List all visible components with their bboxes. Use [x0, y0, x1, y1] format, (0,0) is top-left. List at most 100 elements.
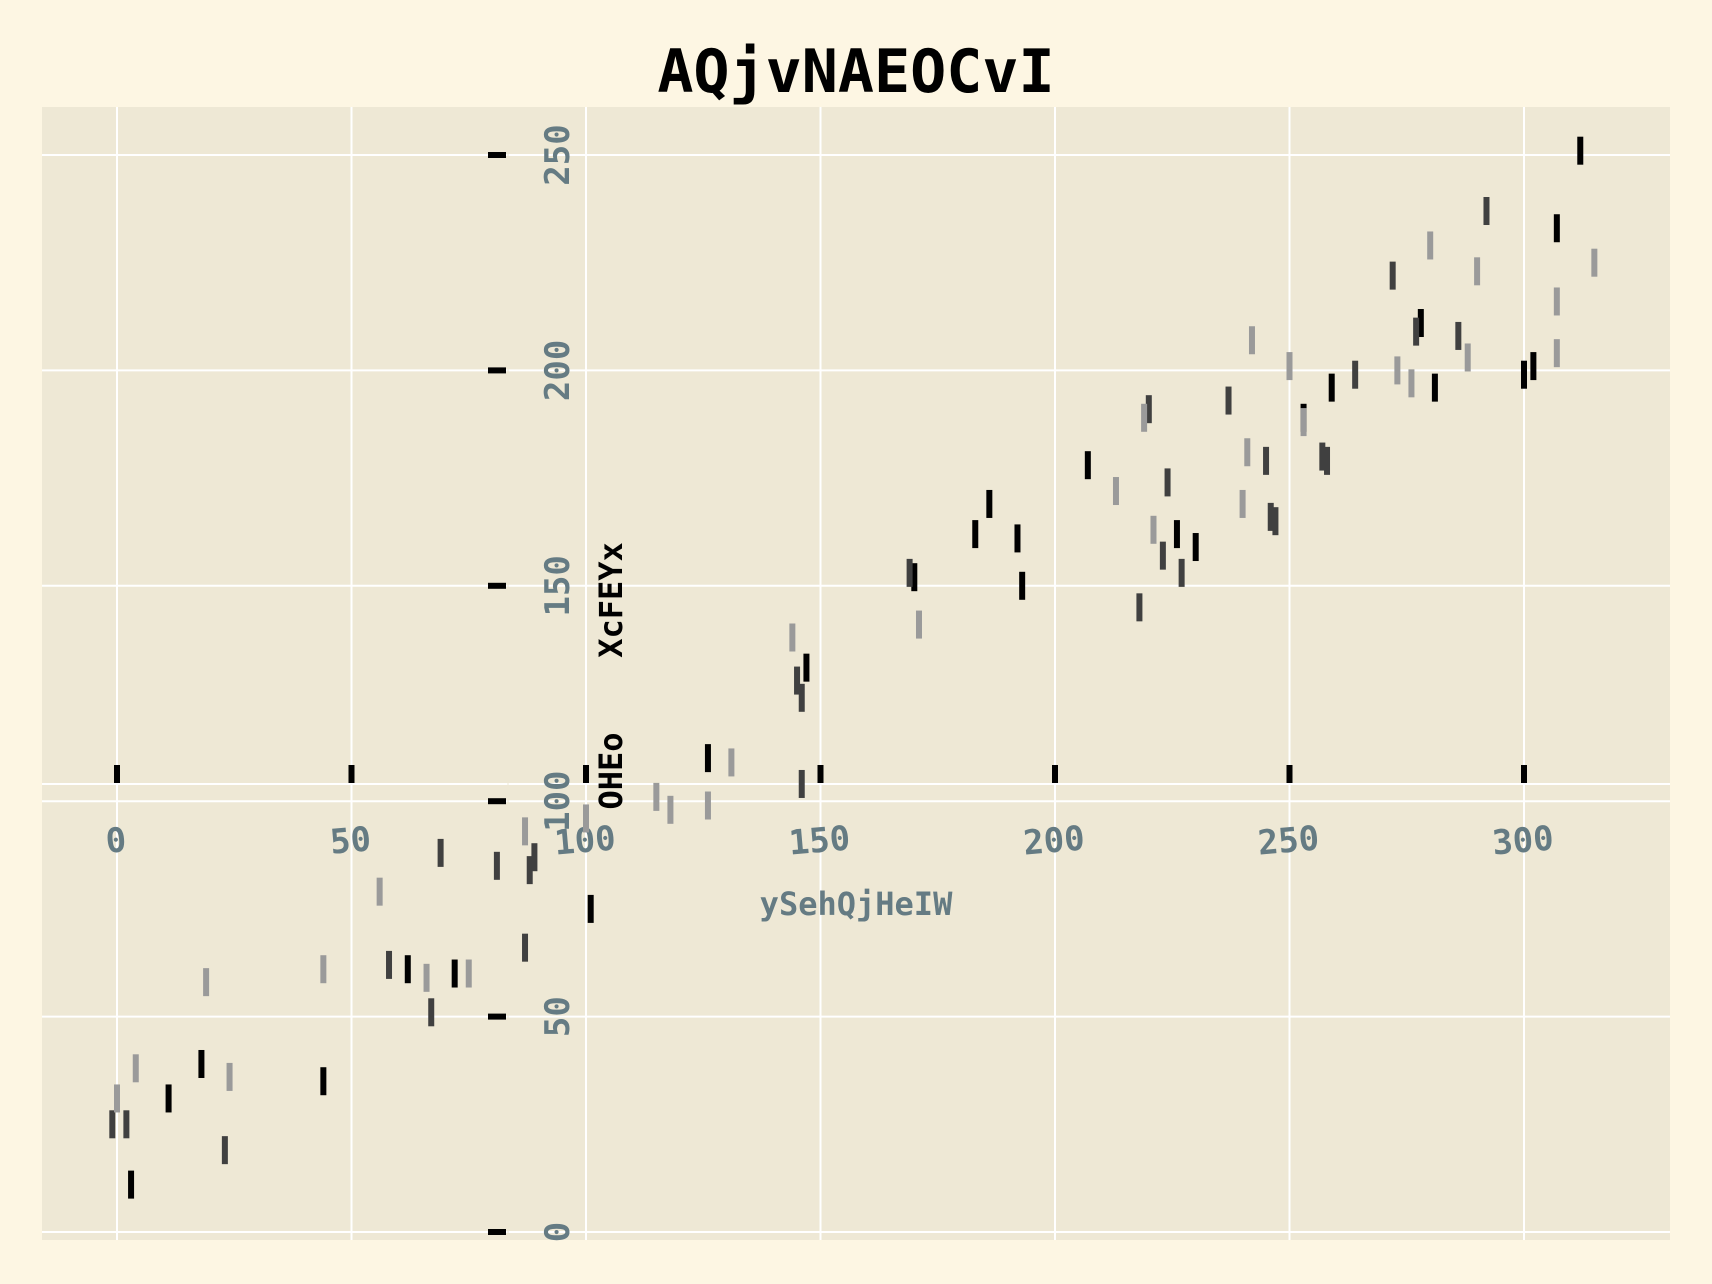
y-tick-mark: [488, 798, 506, 805]
data-point: [531, 843, 538, 872]
data-point: [1150, 515, 1157, 544]
data-point: [1014, 524, 1021, 553]
x-axis: 0 50 100 150 200 250 300: [104, 765, 1555, 864]
x-tick-mark: [1052, 765, 1058, 783]
data-point: [132, 1054, 139, 1083]
y-tick-label: 50: [538, 996, 578, 1037]
data-point: [1145, 395, 1152, 424]
data-point: [1248, 326, 1255, 355]
data-point: [1159, 541, 1166, 570]
data-point: [526, 856, 533, 885]
data-point: [1136, 593, 1143, 622]
data-point: [1431, 373, 1438, 402]
data-point: [1300, 408, 1307, 437]
y-tick-mark: [488, 582, 506, 589]
x-tick-label: 300: [1491, 818, 1556, 863]
data-point: [1474, 257, 1481, 286]
data-point: [451, 959, 458, 988]
data-point: [1084, 451, 1091, 480]
data-point: [1192, 533, 1199, 562]
data-point: [465, 959, 472, 988]
y-tick-mark: [488, 1229, 506, 1235]
data-point: [1417, 309, 1424, 338]
data-point: [1319, 442, 1326, 471]
x-tick-label: 150: [787, 818, 852, 863]
y-tick-label: 100: [538, 770, 578, 831]
data-point: [704, 744, 711, 773]
data-point: [1244, 438, 1251, 467]
data-point: [1272, 507, 1279, 536]
data-point: [1164, 468, 1171, 497]
data-point: [583, 804, 589, 833]
data-point: [221, 1136, 228, 1165]
data-point: [1328, 373, 1335, 402]
data-point: [1324, 446, 1331, 475]
x-tick-mark: [114, 765, 120, 783]
y-tick-label: 250: [538, 124, 578, 185]
x-tick-mark: [583, 765, 589, 783]
data-point: [1427, 231, 1434, 260]
y-tick-label: 0: [538, 1222, 578, 1242]
data-point: [986, 489, 993, 518]
x-axis-label: ySehQjHeIW: [760, 885, 953, 923]
data-point: [109, 1110, 116, 1139]
data-point: [911, 563, 918, 592]
y-tick-label: 200: [538, 340, 578, 401]
data-point: [404, 955, 411, 984]
data-point: [165, 1084, 172, 1113]
data-point: [1464, 343, 1471, 372]
data-point: [1239, 489, 1246, 518]
data-point: [1413, 317, 1420, 346]
data-point: [1591, 248, 1598, 277]
y-tick-mark: [488, 367, 506, 374]
data-point: [320, 955, 327, 984]
x-tick-mark: [348, 765, 355, 783]
data-point: [128, 1170, 135, 1199]
data-point: [1394, 356, 1401, 385]
data-point: [1530, 352, 1537, 381]
x-tick-label: 200: [1022, 818, 1087, 863]
y-tick-label: 150: [538, 555, 578, 616]
data-point: [198, 1049, 205, 1078]
y-axis-label: XcFEYx: [592, 542, 630, 658]
data-point: [123, 1110, 130, 1139]
data-point: [789, 623, 796, 652]
data-point: [386, 950, 393, 979]
x-tick-label: 0: [104, 820, 128, 862]
data-point: [522, 817, 529, 846]
data-point: [587, 894, 594, 923]
data-point: [376, 877, 383, 906]
data-point: [1263, 446, 1270, 475]
data-point: [972, 520, 979, 549]
data-point: [803, 653, 810, 682]
data-point: [437, 838, 444, 867]
data-point: [704, 791, 711, 820]
data-point: [1225, 386, 1232, 415]
data-point: [226, 1062, 233, 1091]
data-point: [1408, 369, 1415, 398]
data-point: [915, 610, 922, 639]
data-point: [320, 1067, 327, 1096]
y-tick-mark: [488, 1013, 506, 1020]
y-axis: 0 50 100 150 200 250: [488, 124, 578, 1242]
data-point: [1286, 352, 1293, 381]
data-point: [1553, 287, 1560, 316]
data-point: [1483, 197, 1490, 226]
data-point: [906, 558, 913, 587]
chart-title: AQjvNAEOCvI: [657, 37, 1054, 107]
data-point: [1553, 214, 1560, 243]
x-tick-label: 250: [1256, 818, 1321, 863]
data-point: [1389, 261, 1396, 290]
data-point: [1141, 403, 1148, 432]
data-point: [423, 963, 430, 992]
x-tick-mark: [817, 765, 824, 783]
x-tick-mark: [1521, 765, 1527, 783]
data-marks: [109, 136, 1598, 1199]
data-point: [667, 795, 674, 824]
data-point: [1178, 558, 1185, 587]
grid: [42, 107, 1670, 1240]
data-point: [1112, 477, 1119, 506]
data-point: [1553, 339, 1560, 368]
data-point: [1019, 571, 1026, 600]
x-tick-label: 50: [328, 819, 372, 862]
